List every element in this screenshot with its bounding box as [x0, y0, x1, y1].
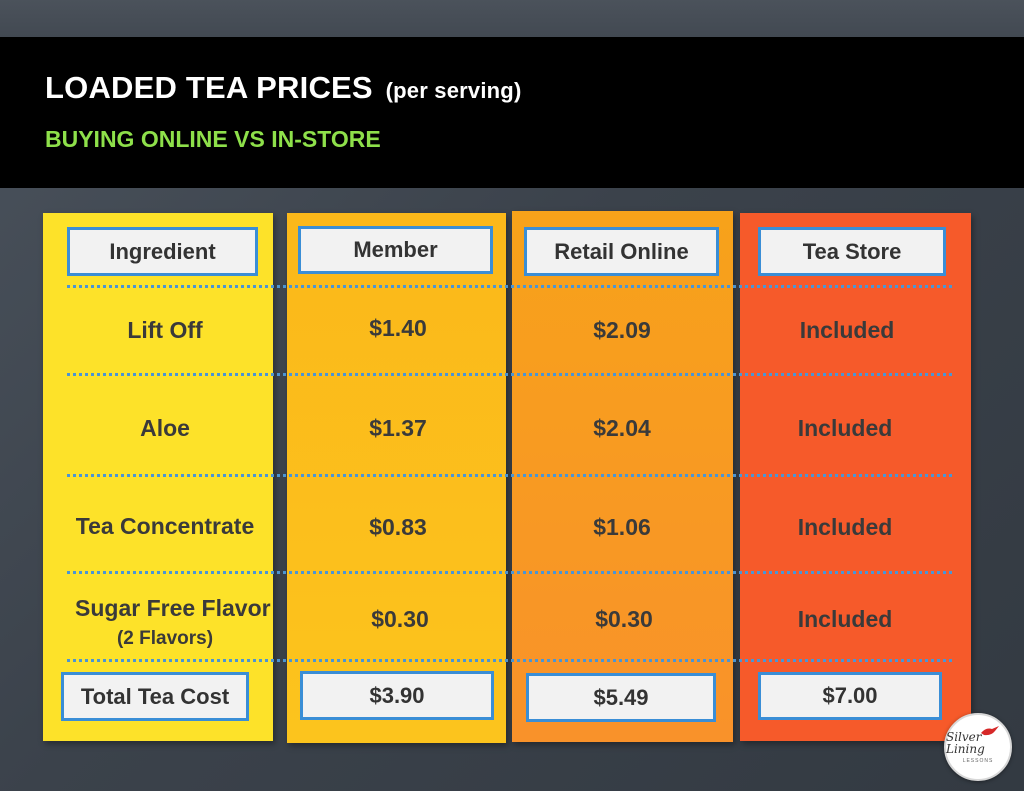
row-divider	[67, 474, 952, 477]
top-strip	[0, 0, 1024, 37]
header-retail-online: Retail Online	[524, 227, 719, 276]
bird-icon	[981, 726, 999, 736]
cell-retail-aloe: $2.04	[593, 415, 651, 441]
cell-ingredient-aloe: Aloe	[140, 415, 190, 441]
row-divider	[67, 285, 952, 288]
total-label: Total Tea Cost	[61, 672, 249, 721]
header-ingredient: Ingredient	[67, 227, 258, 276]
cell-store-lift-off: Included	[799, 317, 895, 343]
cell-retail-lift-off: $2.09	[593, 317, 651, 343]
cell-ingredient-sugar-free-flavor: Sugar Free Flavor (2 Flavors)	[75, 595, 271, 650]
silver-lining-logo: Silver Lining LESSONS	[944, 713, 1012, 781]
total-tea-store: $7.00	[758, 672, 942, 720]
cell-store-sugar-free-flavor: Included	[797, 606, 893, 632]
cell-member-lift-off: $1.40	[369, 315, 427, 341]
cell-member-aloe: $1.37	[369, 415, 427, 441]
total-member: $3.90	[300, 671, 494, 720]
total-retail-online: $5.49	[526, 673, 716, 722]
cell-retail-sugar-free-flavor: $0.30	[595, 606, 653, 632]
cell-ingredient-tea-concentrate: Tea Concentrate	[75, 513, 255, 539]
header-bar	[0, 37, 1024, 188]
title-main: LOADED TEA PRICES	[45, 70, 373, 105]
cell-member-tea-concentrate: $0.83	[369, 514, 427, 540]
row-divider	[67, 659, 952, 662]
title-suffix: (per serving)	[385, 78, 522, 103]
logo-text: Silver Lining	[946, 729, 985, 756]
header-tea-store: Tea Store	[758, 227, 946, 276]
sugar-free-flavor-label: Sugar Free Flavor	[75, 595, 271, 621]
page-subtitle: BUYING ONLINE VS IN-STORE	[45, 126, 381, 152]
cell-store-aloe: Included	[797, 415, 893, 441]
page-title: LOADED TEA PRICES (per serving)	[45, 70, 521, 106]
row-divider	[67, 571, 952, 574]
column-tea-store	[740, 213, 971, 741]
sugar-free-flavor-note: (2 Flavors)	[116, 628, 214, 649]
cell-store-tea-concentrate: Included	[797, 514, 893, 540]
row-divider	[67, 373, 952, 376]
column-ingredient	[43, 213, 273, 741]
cell-ingredient-lift-off: Lift Off	[127, 317, 203, 343]
logo-subtext: LESSONS	[962, 757, 994, 764]
header-member: Member	[298, 226, 493, 274]
cell-retail-tea-concentrate: $1.06	[593, 514, 651, 540]
cell-member-sugar-free-flavor: $0.30	[371, 606, 429, 632]
column-member	[287, 213, 506, 743]
